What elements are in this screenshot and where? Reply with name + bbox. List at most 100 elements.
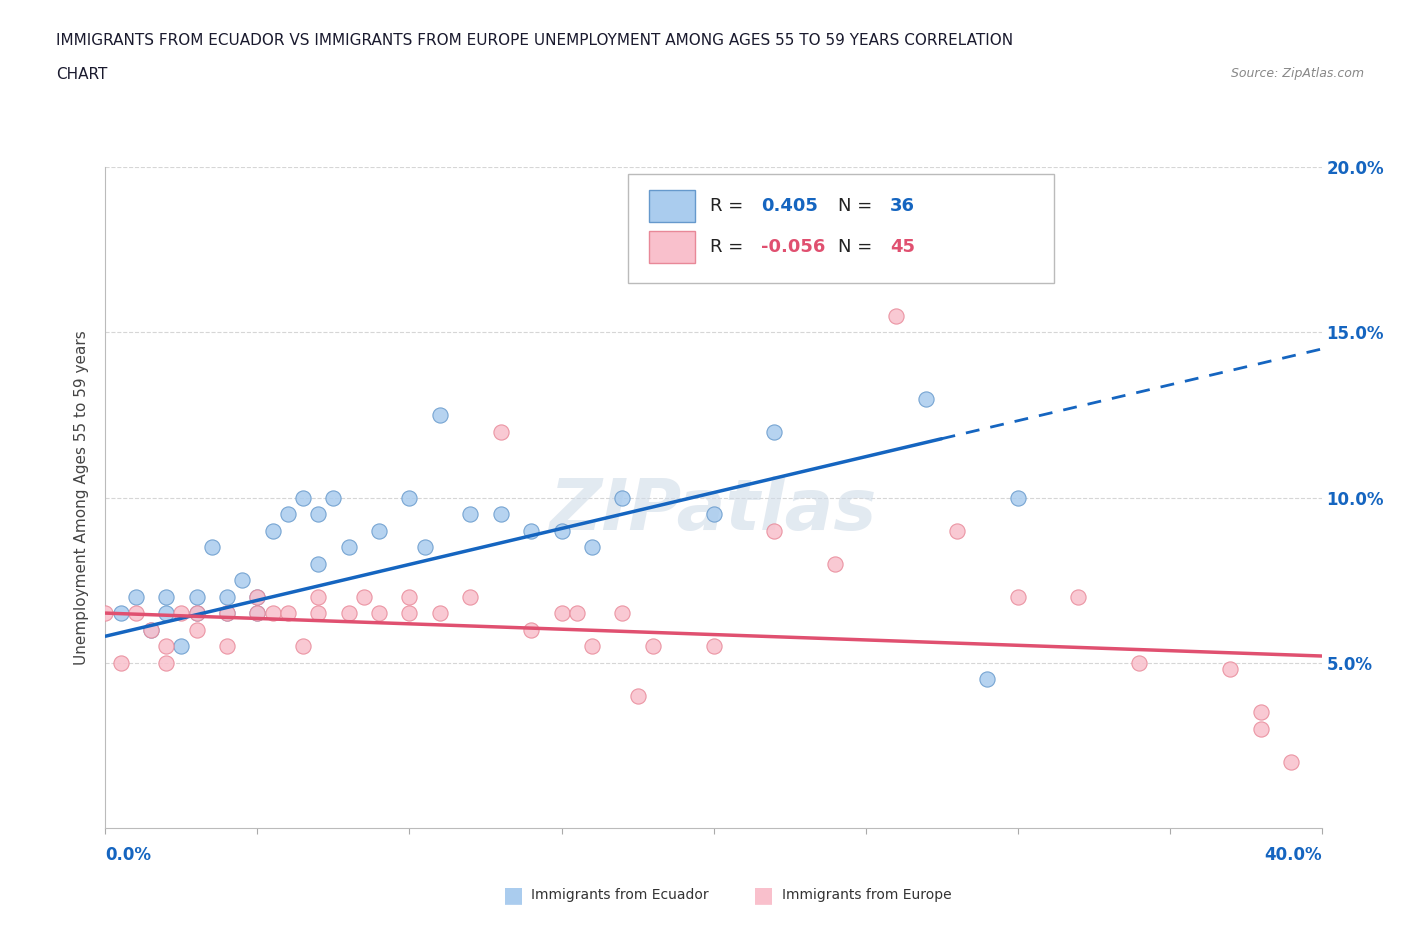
Point bbox=[217, 605, 239, 620]
Point bbox=[1067, 590, 1090, 604]
Point bbox=[231, 573, 253, 588]
Text: Immigrants from Europe: Immigrants from Europe bbox=[782, 887, 952, 902]
Point bbox=[186, 590, 208, 604]
Point bbox=[277, 605, 299, 620]
Text: 36: 36 bbox=[890, 197, 915, 215]
Point bbox=[520, 622, 543, 637]
Point bbox=[186, 605, 208, 620]
Point bbox=[307, 605, 329, 620]
Point bbox=[581, 639, 603, 654]
Point bbox=[565, 605, 588, 620]
Point bbox=[520, 523, 543, 538]
Text: N =: N = bbox=[838, 238, 877, 257]
Text: 45: 45 bbox=[890, 238, 915, 257]
Point bbox=[155, 605, 177, 620]
Point bbox=[201, 539, 224, 554]
Point bbox=[612, 605, 634, 620]
FancyBboxPatch shape bbox=[628, 174, 1054, 283]
Point bbox=[398, 490, 420, 505]
Text: 0.0%: 0.0% bbox=[105, 846, 152, 864]
Point bbox=[292, 639, 315, 654]
Point bbox=[945, 523, 967, 538]
Text: R =: R = bbox=[710, 238, 749, 257]
Point bbox=[110, 605, 132, 620]
Point bbox=[1007, 490, 1029, 505]
Point bbox=[217, 605, 239, 620]
Point bbox=[915, 392, 938, 406]
Point bbox=[581, 539, 603, 554]
Point bbox=[702, 639, 725, 654]
Text: Source: ZipAtlas.com: Source: ZipAtlas.com bbox=[1230, 67, 1364, 80]
Text: ZIPatlas: ZIPatlas bbox=[550, 476, 877, 545]
Y-axis label: Unemployment Among Ages 55 to 59 years: Unemployment Among Ages 55 to 59 years bbox=[75, 330, 90, 665]
Text: IMMIGRANTS FROM ECUADOR VS IMMIGRANTS FROM EUROPE UNEMPLOYMENT AMONG AGES 55 TO : IMMIGRANTS FROM ECUADOR VS IMMIGRANTS FR… bbox=[56, 33, 1014, 47]
Point bbox=[125, 605, 148, 620]
Point bbox=[217, 639, 239, 654]
Point bbox=[1250, 722, 1272, 737]
Text: R =: R = bbox=[710, 197, 749, 215]
Point bbox=[398, 590, 420, 604]
Point bbox=[458, 590, 481, 604]
Point bbox=[1279, 754, 1302, 769]
Point bbox=[337, 605, 360, 620]
Point bbox=[307, 556, 329, 571]
Bar bbox=[650, 232, 696, 263]
Point bbox=[884, 309, 907, 324]
Text: 40.0%: 40.0% bbox=[1264, 846, 1322, 864]
Text: 0.405: 0.405 bbox=[761, 197, 818, 215]
Point bbox=[139, 622, 162, 637]
Point bbox=[337, 539, 360, 554]
Point bbox=[626, 688, 648, 703]
Point bbox=[641, 639, 664, 654]
Point bbox=[217, 590, 239, 604]
Point bbox=[429, 605, 451, 620]
Point bbox=[186, 622, 208, 637]
Point bbox=[1128, 656, 1150, 671]
Point bbox=[550, 605, 572, 620]
Point bbox=[155, 590, 177, 604]
Point bbox=[110, 656, 132, 671]
Point bbox=[398, 605, 420, 620]
Point bbox=[262, 523, 284, 538]
Point bbox=[612, 490, 634, 505]
Point bbox=[550, 523, 572, 538]
Point bbox=[368, 523, 391, 538]
Point bbox=[1007, 590, 1029, 604]
Point bbox=[292, 490, 315, 505]
Point bbox=[702, 507, 725, 522]
Point bbox=[489, 424, 512, 439]
Point bbox=[368, 605, 391, 620]
Bar bbox=[650, 190, 696, 221]
Text: -0.056: -0.056 bbox=[761, 238, 825, 257]
Point bbox=[429, 407, 451, 422]
Text: CHART: CHART bbox=[56, 67, 108, 82]
Text: ■: ■ bbox=[503, 884, 523, 905]
Point bbox=[125, 590, 148, 604]
Point bbox=[94, 605, 117, 620]
Point bbox=[307, 507, 329, 522]
Point bbox=[1219, 662, 1241, 677]
Point bbox=[246, 590, 269, 604]
Point bbox=[155, 639, 177, 654]
Text: Immigrants from Ecuador: Immigrants from Ecuador bbox=[531, 887, 709, 902]
Point bbox=[976, 671, 998, 686]
Point bbox=[1250, 705, 1272, 720]
Point bbox=[139, 622, 162, 637]
Text: N =: N = bbox=[838, 197, 877, 215]
Point bbox=[170, 639, 193, 654]
Point bbox=[322, 490, 344, 505]
Point bbox=[353, 590, 375, 604]
Point bbox=[489, 507, 512, 522]
Point bbox=[413, 539, 436, 554]
Point bbox=[246, 605, 269, 620]
Point bbox=[824, 556, 846, 571]
Point bbox=[307, 590, 329, 604]
Point bbox=[458, 507, 481, 522]
Point bbox=[262, 605, 284, 620]
Point bbox=[246, 605, 269, 620]
Point bbox=[170, 605, 193, 620]
Point bbox=[763, 523, 786, 538]
Point bbox=[763, 424, 786, 439]
Point bbox=[155, 656, 177, 671]
Point bbox=[246, 590, 269, 604]
